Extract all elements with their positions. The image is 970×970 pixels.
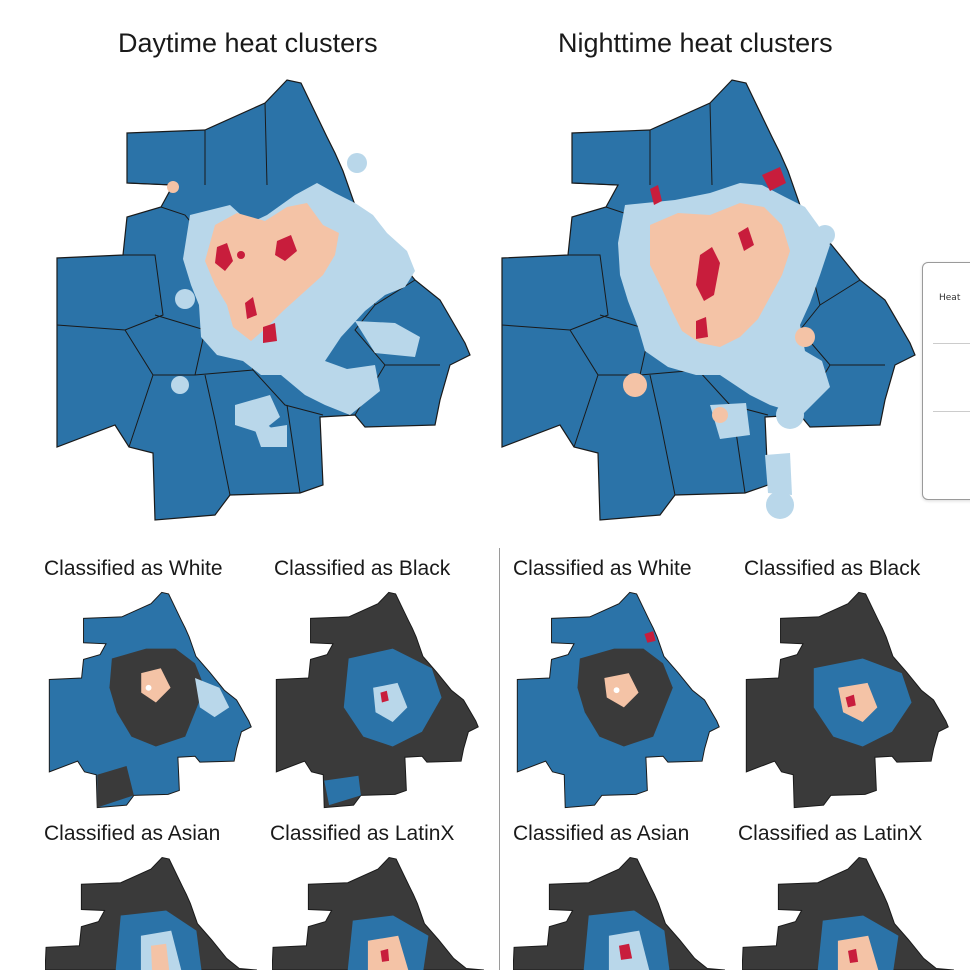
nighttime-title: Nighttime heat clusters <box>558 28 833 58</box>
peach-zones <box>167 181 339 341</box>
panel-divider <box>499 548 500 970</box>
legend-divider <box>933 343 970 344</box>
legend-divider <box>933 411 970 412</box>
night-asian-map <box>513 856 725 970</box>
day-white-title: Classified as White <box>44 557 223 580</box>
night-white-title: Classified as White <box>513 557 692 580</box>
daytime-heat-map <box>56 79 471 521</box>
day-black-map <box>275 591 479 809</box>
night-latinx-title: Classified as LatinX <box>738 822 923 845</box>
night-black-map <box>745 591 949 809</box>
day-latinx-title: Classified as LatinX <box>270 822 455 845</box>
red-zones <box>215 235 297 343</box>
red-zones <box>650 167 786 339</box>
day-white-map <box>48 591 252 809</box>
night-white-map <box>516 591 720 809</box>
daytime-title: Daytime heat clusters <box>118 28 378 58</box>
legend-partial-text: Heat <box>939 293 961 303</box>
night-black-title: Classified as Black <box>744 557 921 580</box>
day-asian-map <box>45 856 257 970</box>
nighttime-heat-map <box>501 79 916 521</box>
day-asian-title: Classified as Asian <box>44 822 221 845</box>
night-latinx-map <box>742 856 954 970</box>
night-asian-title: Classified as Asian <box>513 822 690 845</box>
day-black-title: Classified as Black <box>274 557 451 580</box>
legend-card: Heat <box>922 262 970 500</box>
day-latinx-map <box>272 856 484 970</box>
peach-zones <box>623 203 815 423</box>
